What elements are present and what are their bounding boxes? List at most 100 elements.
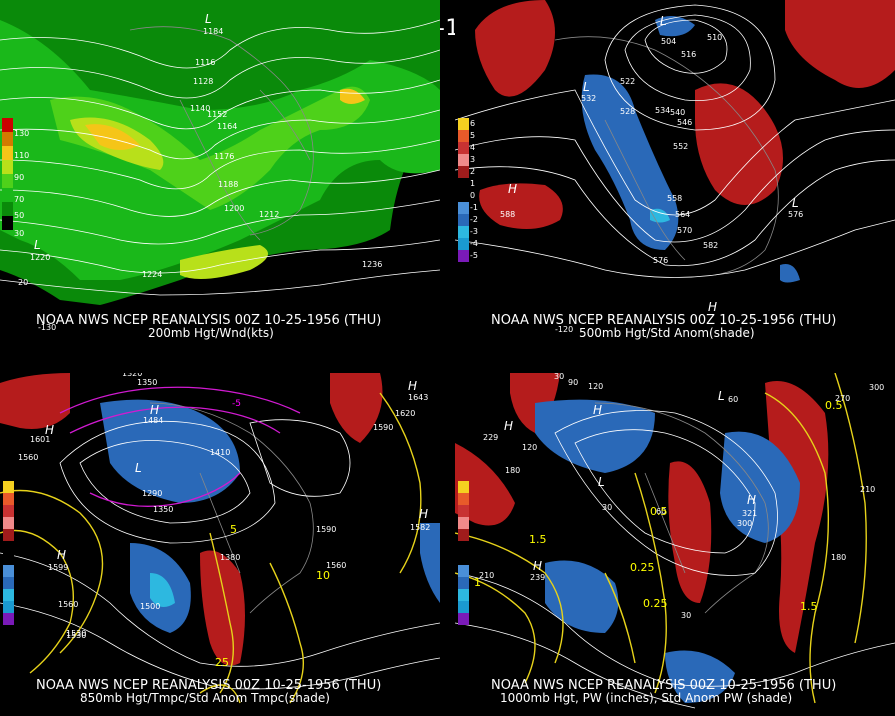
legend-label: 1: [470, 179, 476, 188]
legend-label: 4: [470, 143, 476, 152]
contour-label: 552: [673, 142, 689, 151]
anom-pos-nw: [0, 373, 70, 429]
legend-colorbar: [458, 481, 469, 625]
contour-label: 576: [653, 256, 669, 265]
contour-label: 1560: [58, 600, 79, 609]
contour-label: 1320: [122, 373, 143, 378]
anom-pos-nw: [475, 0, 555, 97]
low-marker: L: [34, 238, 41, 252]
contour-label: 30: [602, 503, 613, 512]
panel-caption: NOAA NWS NCEP REANALYSIS 00Z 10-25-1956 …: [491, 678, 837, 693]
map-1000mb: [455, 373, 895, 709]
contour-label: 90: [568, 378, 579, 387]
pw-contours: [455, 373, 867, 704]
contour-label: 1224: [142, 270, 163, 279]
extremum-value: 1582: [410, 523, 431, 532]
panel-caption: NOAA NWS NCEP REANALYSIS 00Z 10-25-1956 …: [36, 313, 382, 328]
pw-label: 0.5: [650, 505, 668, 518]
wind-band-110: [85, 124, 140, 150]
legend-colorbar: [2, 118, 13, 230]
lon-label: -130: [38, 323, 57, 332]
contour-label: 1620: [395, 409, 416, 418]
coastline: [594, 402, 769, 614]
contour-label: 30: [681, 611, 692, 620]
anom-neg-n: [655, 16, 695, 37]
pw-label: 0.25: [630, 561, 655, 574]
contour-label: 564: [675, 210, 691, 219]
extremum-value: 229: [483, 433, 499, 442]
extremum-value: 504: [661, 37, 677, 46]
wind-band-70b: [180, 245, 268, 279]
anom-neg-e: [720, 431, 800, 543]
anom-neg-center: [581, 74, 679, 250]
panel-200mb: 130 110 90 70 50 30 1116 1128 1140 1152 …: [0, 0, 440, 343]
high-marker: H: [150, 403, 160, 417]
pw-label: 1.5: [529, 533, 547, 546]
contour-label: 522: [620, 77, 636, 86]
extremum-value: 1220: [30, 253, 51, 262]
contour-label: 180: [505, 466, 521, 475]
contour-label: 1290: [142, 489, 163, 498]
contour-label: 1128: [193, 77, 214, 86]
high-marker: H: [419, 507, 429, 521]
anom-neg-n: [535, 399, 655, 473]
anom-pos-ne: [785, 0, 895, 88]
lon-label: -120: [555, 325, 574, 334]
contour-label: 1164: [217, 122, 238, 131]
extremum-value: 532: [581, 94, 597, 103]
high-marker: H: [708, 300, 718, 314]
contour-label: 30: [554, 373, 565, 381]
anom-neg-s: [665, 650, 735, 703]
height-contours: [455, 4, 895, 278]
contour-label: 1176: [214, 152, 235, 161]
contour-label: 1380: [220, 553, 241, 562]
contour-label: 582: [703, 241, 719, 250]
contour-label: 120: [522, 443, 538, 452]
contour-label: 1350: [153, 505, 174, 514]
anom-pos-s: [200, 550, 245, 666]
legend-label: -3: [470, 227, 478, 236]
contour-label: 1560: [18, 453, 39, 462]
contour-label: 528: [620, 107, 636, 116]
contour-label: 1236: [362, 260, 383, 269]
extremum-value: 1601: [30, 435, 51, 444]
pw-label: 1.5: [800, 600, 818, 613]
high-marker: H: [508, 182, 518, 196]
legend-label: -4: [470, 239, 478, 248]
high-marker: H: [45, 423, 55, 437]
wind-band-70: [50, 86, 370, 210]
contour-label: 1410: [210, 448, 231, 457]
low-marker: L: [718, 389, 725, 403]
legend-label: -1: [470, 203, 478, 212]
extremum-value: 1484: [143, 416, 164, 425]
contour-label: 558: [667, 194, 683, 203]
low-marker: L: [135, 461, 142, 475]
panel-caption: NOAA NWS NCEP REANALYSIS 00Z 10-25-1956 …: [36, 678, 382, 693]
contour-label: 1200: [224, 204, 245, 213]
panel-850mb: 1320 1350 1290 1350 1380 1410 1500 1530 …: [0, 373, 440, 716]
lat-label: 20: [18, 278, 29, 287]
contour-label: 546: [677, 118, 693, 127]
anom-pos-ne: [330, 373, 383, 443]
legend-label: 30: [14, 229, 25, 238]
anom-pos-w: [455, 443, 515, 526]
low-marker: L: [660, 14, 667, 28]
temp-label: 10: [316, 569, 330, 582]
low-marker: L: [205, 12, 212, 26]
contour-label: 570: [677, 226, 693, 235]
panel-subcaption: 850mb Hgt/Tmpc/Std Anom Tmpc(shade): [80, 691, 330, 705]
legend-label: 0: [470, 191, 476, 200]
panel-subcaption: 1000mb Hgt, PW (inches), Std Anom PW (sh…: [500, 691, 793, 705]
contour-label: 540: [670, 108, 686, 117]
panel-caption: NOAA NWS NCEP REANALYSIS 00Z 10-25-1956 …: [491, 313, 837, 328]
high-marker: H: [533, 559, 543, 573]
anom-pos-ne: [765, 381, 829, 653]
temp-label: -5: [232, 399, 241, 409]
contour-label: 270: [835, 394, 851, 403]
anom-neg-e: [420, 523, 440, 603]
high-marker: H: [57, 548, 67, 562]
temp-label: 25: [215, 656, 229, 669]
contour-label: 210: [860, 485, 876, 494]
legend-label: 3: [470, 155, 476, 164]
panel-subcaption: 200mb Hgt/Wnd(kts): [148, 326, 274, 340]
